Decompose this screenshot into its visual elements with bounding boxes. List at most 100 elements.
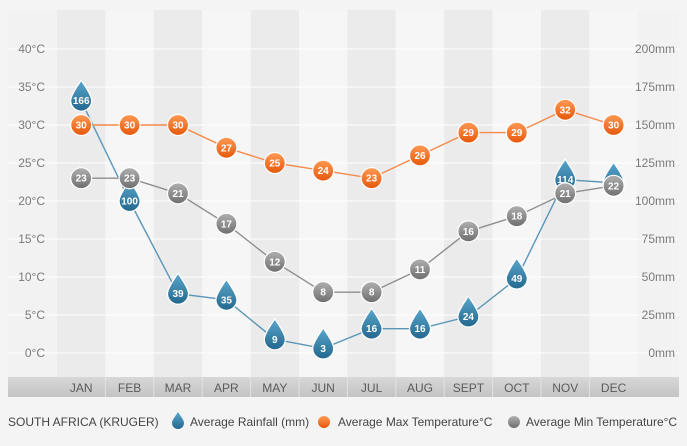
temperature-marker bbox=[408, 144, 432, 167]
data-label: 21 bbox=[172, 189, 184, 200]
data-label: 35 bbox=[221, 295, 233, 306]
legend-min-temp-icon bbox=[508, 416, 520, 428]
grid-lines bbox=[8, 48, 679, 354]
y-left-tick-label: 15°C bbox=[18, 232, 45, 246]
y-left-tick-label: 0°C bbox=[25, 346, 45, 360]
data-label: 30 bbox=[76, 121, 88, 132]
y-left-tick-label: 10°C bbox=[18, 270, 45, 284]
x-tick-label: APR bbox=[214, 381, 239, 395]
column-band bbox=[250, 10, 299, 377]
data-point: 35 bbox=[215, 278, 238, 311]
temperature-marker bbox=[505, 205, 528, 228]
y-right-tick-label: 0mm bbox=[648, 346, 675, 360]
temperature-marker bbox=[70, 167, 93, 190]
y-left-tick-label: 5°C bbox=[25, 308, 45, 322]
data-label: 24 bbox=[318, 166, 330, 177]
temperature-marker bbox=[554, 98, 577, 121]
data-label: 27 bbox=[221, 143, 233, 154]
legend-rainfall-label: Average Rainfall (mm) bbox=[190, 415, 309, 429]
data-point: 9 bbox=[263, 317, 286, 351]
column-bands bbox=[8, 10, 679, 377]
data-point: 30 bbox=[602, 113, 625, 137]
data-point: 12 bbox=[263, 250, 286, 273]
y-left-tick-label: 20°C bbox=[18, 194, 45, 208]
temperature-marker bbox=[215, 136, 238, 159]
x-axis-bar bbox=[8, 377, 679, 397]
x-tick-label: JUN bbox=[312, 381, 335, 395]
rainfall-drop-marker bbox=[70, 79, 93, 112]
data-point: 24 bbox=[457, 294, 480, 328]
data-point: 22 bbox=[602, 174, 625, 197]
data-point: 8 bbox=[360, 281, 383, 304]
data-point: 49 bbox=[505, 256, 528, 290]
chart-title: SOUTH AFRICA (KRUGER) bbox=[8, 415, 159, 429]
y-left-tick-label: 30°C bbox=[18, 118, 45, 132]
data-point: 16 bbox=[360, 307, 383, 340]
data-point: 21 bbox=[166, 182, 190, 205]
temperature-marker bbox=[360, 167, 383, 190]
y-right-tick-label: 75mm bbox=[642, 232, 675, 246]
data-point: 26 bbox=[408, 144, 432, 167]
data-point: 29 bbox=[505, 121, 528, 144]
temperature-marker bbox=[166, 182, 190, 205]
temperature-marker bbox=[118, 167, 141, 190]
rainfall-drop-marker bbox=[263, 317, 286, 351]
y-left-tick-label: 40°C bbox=[18, 42, 45, 56]
data-label: 114 bbox=[557, 175, 574, 186]
legend-max-temp-icon bbox=[318, 416, 330, 428]
x-tick-label: MAY bbox=[262, 381, 287, 395]
series-markers: 1661003935931616244911411230303027252423… bbox=[70, 79, 625, 360]
data-point: 21 bbox=[554, 182, 577, 205]
y-right-tick-label: 50mm bbox=[642, 270, 675, 284]
temperature-marker bbox=[457, 220, 480, 243]
x-tick-label: OCT bbox=[504, 381, 530, 395]
data-label: 30 bbox=[608, 121, 620, 132]
temperature-marker bbox=[263, 151, 286, 175]
data-point: 16 bbox=[408, 307, 432, 340]
rainfall-drop-marker bbox=[505, 256, 528, 290]
y-left-tick-label: 25°C bbox=[18, 156, 45, 170]
rainfall-drop-marker bbox=[408, 307, 432, 340]
data-label: 11 bbox=[415, 265, 426, 276]
data-label: 100 bbox=[121, 197, 138, 208]
data-label: 18 bbox=[511, 212, 523, 223]
data-point: 32 bbox=[554, 98, 577, 121]
data-label: 12 bbox=[269, 257, 281, 268]
data-label: 16 bbox=[463, 227, 475, 238]
data-point: 11 bbox=[408, 258, 432, 281]
data-point: 30 bbox=[166, 113, 190, 137]
temperature-marker bbox=[312, 159, 335, 182]
data-label: 24 bbox=[463, 312, 475, 323]
temperature-marker bbox=[360, 281, 383, 304]
temperature-marker bbox=[70, 113, 93, 137]
data-point: 27 bbox=[215, 136, 238, 159]
rainfall-drop-marker bbox=[166, 272, 190, 305]
data-label: 23 bbox=[366, 174, 378, 185]
data-point: 8 bbox=[312, 281, 335, 304]
x-tick-label: JAN bbox=[70, 381, 93, 395]
data-label: 29 bbox=[511, 128, 523, 139]
temperature-marker bbox=[215, 212, 238, 235]
data-label: 21 bbox=[560, 189, 572, 200]
temperature-marker bbox=[312, 281, 335, 304]
rainfall-drop-marker bbox=[312, 326, 335, 360]
legend-min-temp-label: Average Min Temperature°C bbox=[526, 415, 677, 429]
column-band bbox=[299, 10, 348, 377]
data-point: 16 bbox=[457, 220, 480, 243]
data-label: 22 bbox=[608, 181, 620, 192]
y-axis-left: 0°C 5°C 10°C 15°C 20°C 25°C 30°C 35°C 40°C bbox=[18, 42, 45, 360]
data-point: 23 bbox=[118, 167, 141, 190]
y-axis-right: 0mm 25mm 50mm 75mm 100mm 125mm 150mm 175mm 200mm bbox=[635, 42, 675, 360]
temperature-marker bbox=[263, 250, 286, 273]
data-point: 25 bbox=[263, 151, 286, 175]
data-label: 25 bbox=[269, 159, 281, 170]
rainfall-drop-marker bbox=[360, 307, 383, 340]
y-left-tick-label: 35°C bbox=[18, 80, 45, 94]
rainfall-drop-marker bbox=[118, 179, 141, 213]
temperature-marker bbox=[554, 182, 577, 205]
data-point: 29 bbox=[457, 121, 480, 144]
data-label: 39 bbox=[172, 289, 184, 300]
column-band bbox=[492, 10, 541, 377]
x-tick-label: DEC bbox=[601, 381, 627, 395]
data-point: 18 bbox=[505, 205, 528, 228]
